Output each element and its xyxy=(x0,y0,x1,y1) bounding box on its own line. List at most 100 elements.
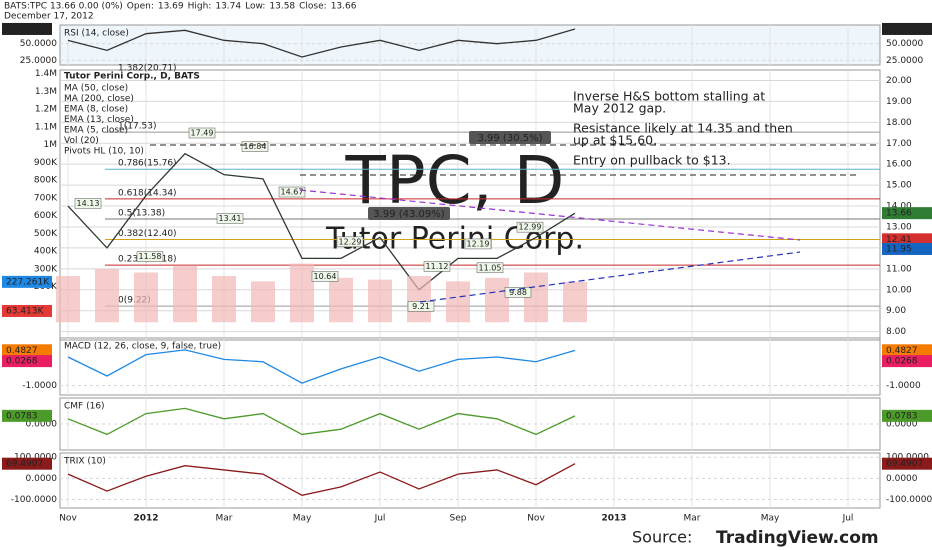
panel-frame xyxy=(59,452,881,509)
pivot-box xyxy=(311,271,339,282)
value-tag-label: 13.66 xyxy=(886,209,912,219)
y-tick-label: 0.0000 xyxy=(886,420,918,430)
series-line xyxy=(67,28,576,58)
volume-bar xyxy=(446,281,470,323)
legend-item: Vol (20) xyxy=(64,136,99,146)
x-tick-label: Nov xyxy=(59,514,77,524)
legend-item: MA (200, close) xyxy=(64,94,134,104)
volume-bar xyxy=(368,279,392,323)
y-tick-label: 20.00 xyxy=(886,76,912,86)
value-tag-label: 227.261K xyxy=(6,277,50,287)
y-tick-label: 19.00 xyxy=(886,97,912,107)
x-tick-label: Mar xyxy=(684,514,701,524)
indicator-legend: RSI (14, close) xyxy=(64,29,129,39)
note: Entry on pullback to $13. xyxy=(573,153,731,168)
panel-frame xyxy=(59,24,881,66)
y-tick-label: -100.0000 xyxy=(886,495,932,505)
value-tag xyxy=(882,409,932,422)
fib-label: 0.5(13.38) xyxy=(118,209,165,219)
pivot-label: 11.58 xyxy=(139,252,162,261)
y-tick-label-left: 50.0000 xyxy=(20,39,57,49)
pivot-box xyxy=(464,238,492,250)
x-tick-label: May xyxy=(293,514,312,524)
y-tick-label: 9.00 xyxy=(886,306,906,316)
pivot-box xyxy=(423,261,451,272)
y2-tick-label: 1.2M xyxy=(35,105,57,115)
y-tick-label: 10.00 xyxy=(886,285,912,295)
trend-line xyxy=(299,189,801,241)
y2-tick-label: 800K xyxy=(34,176,58,186)
pivot-box xyxy=(476,262,504,274)
indicator-legend: CMF (16) xyxy=(64,402,105,412)
note: Resistance likely at 14.35 and then xyxy=(573,121,793,136)
quote-part: High: xyxy=(188,2,212,12)
pivot-label: 9.88 xyxy=(509,288,527,297)
series-line xyxy=(67,407,576,436)
volume-bar xyxy=(251,281,275,323)
y2-tick-label: 900K xyxy=(34,158,58,168)
y-tick-label: -1.0000 xyxy=(886,381,921,391)
pivot-box xyxy=(74,198,102,209)
pivot-label: 14.67 xyxy=(281,188,304,197)
pivot-label: 17.49 xyxy=(191,129,214,138)
value-tag xyxy=(2,275,52,288)
pivot-box xyxy=(278,186,306,198)
volume-bar xyxy=(485,277,509,323)
pivot-box xyxy=(241,141,269,152)
value-tag-left xyxy=(2,355,52,368)
value-tag-left-label: 69.4907 xyxy=(6,459,43,469)
panel-frame xyxy=(59,69,881,341)
watermark: Tutor Perini Corp. xyxy=(325,222,584,257)
pivot-box xyxy=(216,213,244,224)
value-tag-label: 72.0595 xyxy=(886,24,923,34)
value-tag xyxy=(882,355,932,368)
y-tick-label: 17.00 xyxy=(886,139,912,149)
volume-bar xyxy=(95,268,119,323)
note: up at $15.60. xyxy=(573,133,657,148)
quote-part: BATS:TPC 13.66 0.00 (0%) xyxy=(4,2,123,12)
value-tag xyxy=(882,344,932,357)
y-tick-label: 15.00 xyxy=(886,181,912,191)
value-tag-label: 0.4827 xyxy=(886,346,918,356)
value-tag xyxy=(2,304,52,317)
y2-tick-label: 700K xyxy=(34,193,58,203)
y2-tick-label: 1.1M xyxy=(35,122,57,132)
volume-bar xyxy=(290,263,314,323)
legend-item: EMA (5, close) xyxy=(64,126,128,136)
y-tick-label: 11.00 xyxy=(886,264,912,274)
x-tick-label: Nov xyxy=(527,514,545,524)
quote-part: Open: xyxy=(127,2,154,12)
value-tag-label: 12.41 xyxy=(886,235,912,245)
pivot-box xyxy=(136,251,164,262)
pivot-label: 12.29 xyxy=(339,237,362,246)
x-tick-label: Jul xyxy=(842,514,854,524)
legend-item: EMA (13, close) xyxy=(64,115,134,125)
pivot-label: 13.41 xyxy=(219,214,242,223)
value-tag-label: 11.95 xyxy=(886,244,912,254)
y2-tick-label: 1M xyxy=(44,140,58,150)
quote-part: 13.58 xyxy=(269,2,295,12)
value-tag-left xyxy=(2,344,52,357)
legend-item: EMA (8, close) xyxy=(64,105,128,115)
y-tick-label-left: 25.0000 xyxy=(20,56,57,66)
y2-tick-label: 1.3M xyxy=(35,87,57,97)
y-tick-label-left: -1.0000 xyxy=(22,381,57,391)
y-tick-label: 18.00 xyxy=(886,118,912,128)
chart-title: Tutor Perini Corp., D, BATS xyxy=(64,72,200,82)
measure-label: 3.99 (43.09%) xyxy=(373,209,444,220)
pivot-box xyxy=(516,221,544,233)
value-tag xyxy=(882,242,932,255)
x-tick-label: Mar xyxy=(216,514,233,524)
source-prefix: Source: xyxy=(632,528,692,547)
series-line xyxy=(67,463,576,496)
y2-tick-label: 300K xyxy=(34,264,58,274)
value-tag-left xyxy=(2,409,52,422)
value-tag-label: 0.0783 xyxy=(886,411,918,421)
indicator-legend: TRIX (10) xyxy=(63,457,106,467)
y-tick-label: 13.00 xyxy=(886,222,912,232)
x-tick-label: 2012 xyxy=(133,514,158,524)
y-tick-label-left: 0.0000 xyxy=(26,420,58,430)
indicator-legend: MACD (12, 26, close, 9, false, true) xyxy=(64,342,221,352)
pivot-label: 14.13 xyxy=(77,199,100,208)
